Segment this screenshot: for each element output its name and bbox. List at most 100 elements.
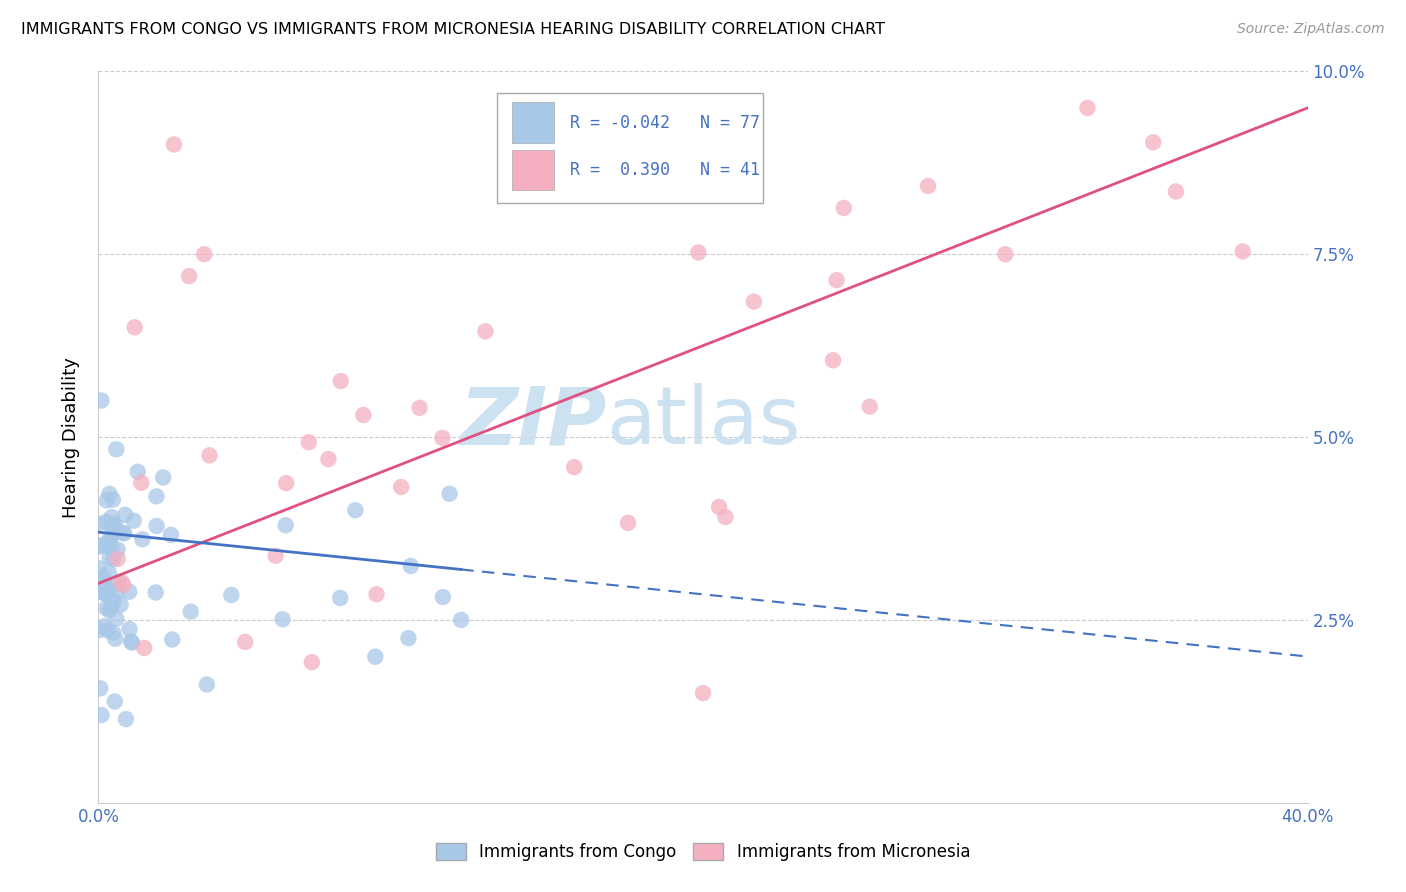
Point [1142,136,1164,150]
Point [825,273,848,287]
Point [688,245,710,260]
Point [108,574,131,589]
Point [617,516,640,530]
Point [195,677,218,691]
Point [105,612,128,626]
Point [118,622,141,636]
Point [145,489,167,503]
Point [98,487,121,501]
Point [398,631,420,645]
Point [1076,101,1098,115]
Point [364,649,387,664]
Point [94,586,117,600]
FancyBboxPatch shape [512,150,554,190]
Text: IMMIGRANTS FROM CONGO VS IMMIGRANTS FROM MICRONESIA HEARING DISABILITY CORRELATI: IMMIGRANTS FROM CONGO VS IMMIGRANTS FROM… [21,22,886,37]
Point [134,640,156,655]
Point [180,605,202,619]
Y-axis label: Hearing Disability: Hearing Disability [62,357,80,517]
Point [152,470,174,484]
Point [162,632,184,647]
Point [90,584,112,599]
Point [100,599,122,614]
Point [742,294,765,309]
Point [114,508,136,522]
Point [329,374,352,388]
Point [89,540,111,554]
Point [112,526,135,541]
Point [107,542,129,557]
Point [274,518,297,533]
Point [91,585,114,599]
Point [101,517,124,532]
Point [439,487,461,501]
Text: ZIP: ZIP [458,384,606,461]
Point [122,514,145,528]
Point [221,588,243,602]
Point [91,570,114,584]
Point [408,401,430,415]
Text: R =  0.390   N = 41: R = 0.390 N = 41 [569,161,761,179]
Point [264,549,287,563]
Point [103,521,125,535]
Point [271,612,294,626]
Point [432,431,454,445]
Point [692,686,714,700]
Point [198,448,221,462]
Point [110,598,132,612]
Point [121,635,143,649]
Point [450,613,472,627]
Point [399,559,422,574]
Point [115,712,138,726]
Point [859,400,882,414]
Point [96,624,118,638]
Point [193,247,215,261]
Point [101,526,124,541]
Point [562,460,585,475]
Point [432,590,454,604]
Point [111,525,134,540]
Point [105,584,128,599]
Point [87,561,110,575]
Point [298,435,321,450]
Point [103,593,125,607]
Point [104,632,127,646]
Point [104,694,127,708]
Point [94,515,117,529]
Point [832,201,855,215]
Point [318,452,340,467]
Point [179,269,201,284]
Point [96,493,118,508]
Point [389,480,412,494]
Point [124,320,146,334]
Point [917,179,939,194]
Point [89,681,111,696]
Point [145,519,167,533]
Point [160,528,183,542]
Point [301,655,323,669]
FancyBboxPatch shape [512,103,554,143]
Point [97,584,120,599]
Point [233,635,256,649]
Point [101,492,124,507]
Point [118,584,141,599]
Point [276,476,298,491]
Point [87,516,110,531]
Text: atlas: atlas [606,384,800,461]
Point [104,517,127,532]
Point [707,500,730,514]
Point [89,538,111,552]
Point [107,552,129,566]
Point [98,550,121,565]
Point [352,408,374,422]
Point [714,510,737,524]
Point [112,578,135,592]
Point [1232,244,1254,259]
Point [98,533,121,548]
Point [97,566,120,580]
Point [111,575,134,590]
Point [994,247,1017,261]
Point [100,510,122,524]
Point [163,137,186,152]
Point [96,535,118,549]
Text: R = -0.042   N = 77: R = -0.042 N = 77 [569,113,761,131]
